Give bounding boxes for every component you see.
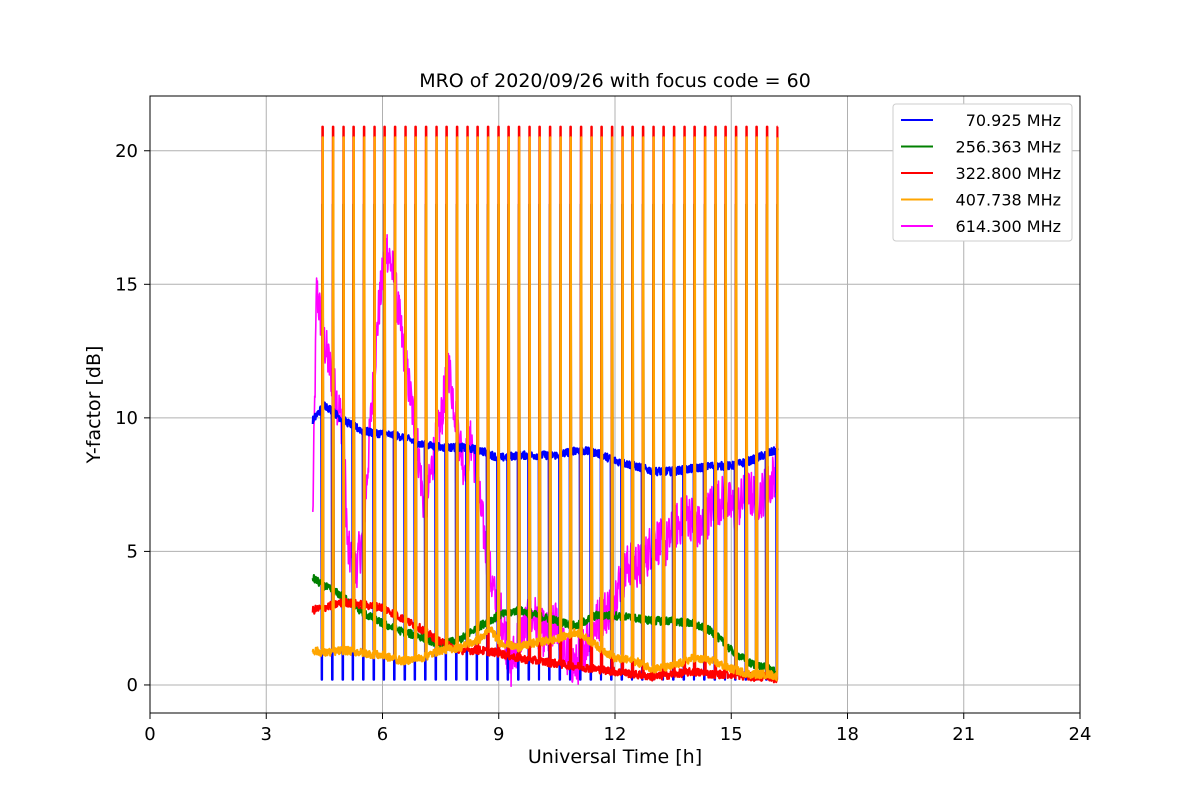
ticks: 0 3 6 9 12 15 18 21 24 0 5 10 15 20 [115,141,1091,745]
y-tick-label: 0 [127,675,138,696]
y-tick-label: 5 [127,541,138,562]
series-line [311,401,779,681]
x-tick-label: 3 [261,724,272,745]
x-tick-label: 18 [836,724,859,745]
x-tick-label: 6 [377,724,388,745]
x-axis-label: Universal Time [h] [528,746,702,768]
x-tick-label: 15 [720,724,743,745]
y-tick-label: 20 [115,141,138,162]
y-tick-label: 10 [115,408,138,429]
legend-entry: 614.300 MHz [956,217,1061,236]
x-tick-label: 24 [1069,724,1092,745]
series-line [311,136,779,682]
legend-entry: 256.363 MHz [956,138,1061,157]
legend-entry: 70.925 MHz [966,111,1061,130]
x-tick-label: 9 [493,724,504,745]
legend-entry: 407.738 MHz [956,191,1061,210]
x-tick-label: 21 [952,724,975,745]
series-layer [311,125,779,687]
y-axis-label: Y-factor [dB] [83,346,105,465]
legend-entry: 322.800 MHz [956,164,1061,183]
series-line [311,203,779,678]
chart-title: MRO of 2020/09/26 with focus code = 60 [419,70,811,92]
x-tick-label: 0 [144,724,155,745]
legend: 70.925 MHz 256.363 MHz 322.800 MHz 407.738 … [892,103,1073,242]
series-line [311,125,779,684]
y-tick-label: 15 [115,274,138,295]
x-tick-label: 12 [604,724,627,745]
